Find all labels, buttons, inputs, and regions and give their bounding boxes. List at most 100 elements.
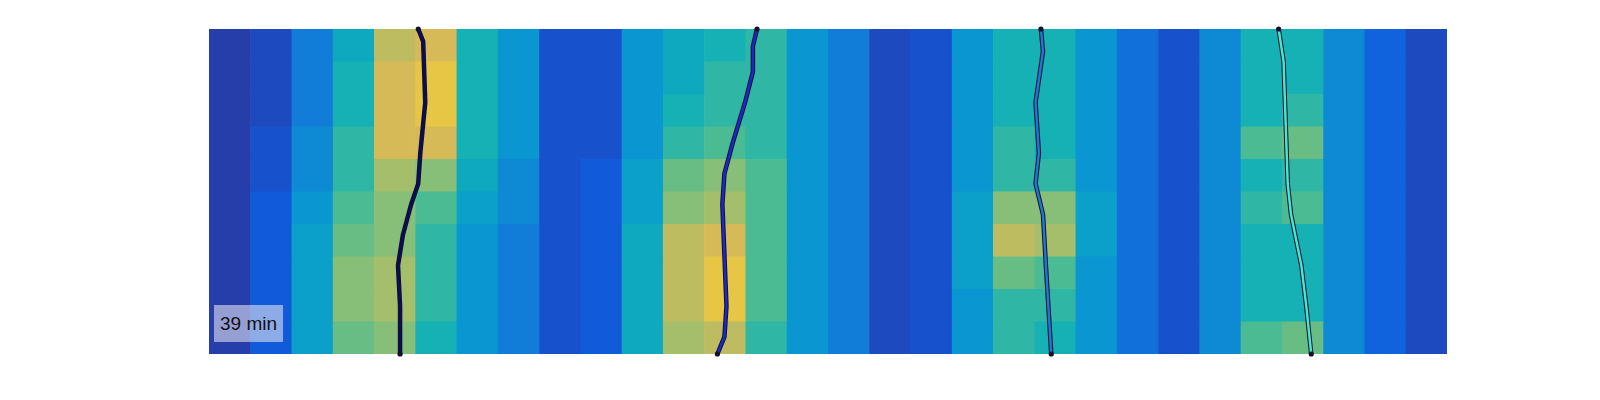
heatmap-cell [1364,159,1406,192]
heatmap-cell [1406,322,1447,355]
heatmap-cell [1158,289,1200,322]
heatmap-cell [1323,257,1365,290]
heatmap-cell [1364,322,1406,355]
heatmap-cell [704,127,746,160]
heatmap-cell [1117,289,1159,322]
heatmap-cell [498,224,540,257]
heatmap-cell [1076,29,1118,62]
heatmap-cell [1199,94,1241,127]
heatmap-cell [333,257,375,290]
heatmap-cell [869,127,911,160]
heatmap-cell [1199,29,1241,62]
heatmap-cell [622,127,664,160]
heatmap-cell [292,257,334,290]
heatmap-cell [580,192,622,225]
heatmap-cell [209,257,251,290]
track-end [416,26,421,31]
heatmap-cell [911,192,953,225]
heatmap-cell [1282,322,1324,355]
heatmap-cell [952,127,994,160]
heatmap-cell [622,257,664,290]
heatmap-cell [415,62,457,95]
track-line [398,29,425,354]
heatmap-cell [911,257,953,290]
heatmap-cell [1282,62,1324,95]
heatmap-cell [1406,192,1447,225]
heatmap-cell [911,322,953,355]
heatmap-cell [869,224,911,257]
heatmap-cell [292,192,334,225]
heatmap-cell [787,94,829,127]
heatmap-cell [1117,94,1159,127]
heatmap-cell [993,224,1035,257]
heatmap-cell [498,257,540,290]
heatmap-cell [333,29,375,62]
track-line [717,29,757,354]
heatmap-cell [1406,94,1447,127]
heatmap-cell [1241,29,1283,62]
heatmap-cell [1199,159,1241,192]
heatmap-cell [828,224,870,257]
heatmap-cell [993,257,1035,290]
heatmap-cell [374,127,416,160]
heatmap-cell [374,322,416,355]
heatmap-cell [580,94,622,127]
heatmap-cell [374,224,416,257]
heatmap-cell [828,192,870,225]
heatmap-cell [457,289,499,322]
heatmap-cell [787,322,829,355]
heatmap-cell [415,322,457,355]
heatmap-cell [1117,62,1159,95]
heatmap-cell [1076,62,1118,95]
heatmap-cell [250,192,292,225]
heatmap-cell [292,94,334,127]
heatmap-cell [1076,192,1118,225]
heatmap-cell [787,192,829,225]
heatmap-cell [622,94,664,127]
heatmap-cell [745,127,787,160]
heatmap-cell [209,127,251,160]
heatmap-cell [539,289,581,322]
heatmap-cell [1406,224,1447,257]
heatmap-cell [250,224,292,257]
heatmap-cell [952,257,994,290]
heatmap-cell [1034,289,1076,322]
heatmap-cell [580,289,622,322]
track-end [1309,351,1314,356]
heatmap-cell [415,224,457,257]
heatmap-cell [1199,127,1241,160]
heatmap-cell [250,29,292,62]
heatmap-cell [828,127,870,160]
heatmap-cell [1158,29,1200,62]
heatmap-cell [1076,94,1118,127]
heatmap-cell [580,224,622,257]
heatmap-cell [663,127,705,160]
heatmap-cell [663,62,705,95]
heatmap-cell [1117,257,1159,290]
heatmap-cell [663,322,705,355]
heatmap-cell [1323,62,1365,95]
heatmap-cell [704,29,746,62]
heatmap-cell [663,224,705,257]
heatmap-cell [333,192,375,225]
heatmap-cell [952,192,994,225]
heatmap-cell [663,289,705,322]
heatmap-cell [622,159,664,192]
heatmap-cell [498,322,540,355]
heatmap-cell [1199,289,1241,322]
heatmap-cell [1323,289,1365,322]
heatmap-cell [333,94,375,127]
heatmap-cell [952,322,994,355]
heatmap-cell [1117,192,1159,225]
heatmap-cell [209,224,251,257]
heatmap-cell [745,159,787,192]
heatmap-cell [1406,159,1447,192]
heatmap-cell [828,322,870,355]
heatmap-cell [1117,224,1159,257]
heatmap-cell [539,257,581,290]
heatmap-cell [539,322,581,355]
heatmap-cell [580,257,622,290]
heatmap-cell [869,159,911,192]
heatmap-cell [457,159,499,192]
heatmap-cell [993,29,1035,62]
